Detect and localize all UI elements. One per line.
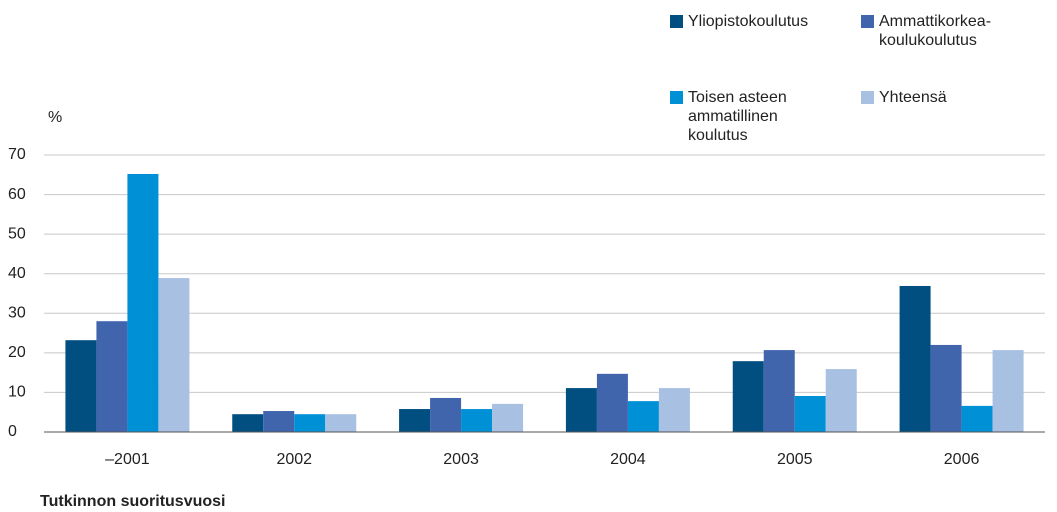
legend-item: Yliopistokoulutus <box>670 12 845 31</box>
y-tick-label: 70 <box>8 146 26 163</box>
bar <box>65 340 97 432</box>
bar <box>294 414 326 432</box>
legend-swatch <box>670 15 683 28</box>
legend-item: Yhteensä <box>861 88 1036 107</box>
bar <box>565 388 597 432</box>
x-tick-label: 2003 <box>443 451 479 468</box>
bar <box>325 414 357 432</box>
legend-label: Ammattikorkea-koulukoulutus <box>879 13 992 49</box>
legend-item: Toisen asteen ammatillinen koulutus <box>670 88 845 145</box>
y-tick-label: 30 <box>8 305 26 322</box>
x-axis-label: Tutkinnon suoritusvuosi <box>40 493 225 510</box>
legend-item: Ammattikorkea-koulukoulutus <box>861 12 1036 50</box>
legend-swatch <box>861 91 874 104</box>
bar <box>992 350 1024 432</box>
bar <box>127 173 159 432</box>
y-tick-label: 40 <box>8 265 26 282</box>
bar <box>732 361 764 432</box>
bar <box>399 409 431 432</box>
x-tick-label: 2004 <box>610 451 646 468</box>
x-tick-label: 2002 <box>276 451 312 468</box>
y-tick-label: 10 <box>8 384 26 401</box>
bar <box>158 278 190 432</box>
x-tick-label: 2005 <box>777 451 813 468</box>
bar <box>763 350 795 432</box>
y-tick-label: 50 <box>8 225 26 242</box>
legend-label: Toisen asteen ammatillinen koulutus <box>688 89 787 144</box>
bar <box>461 409 493 432</box>
bar <box>232 414 264 432</box>
bar <box>794 395 826 432</box>
legend-swatch <box>861 15 874 28</box>
legend-label: Yliopistokoulutus <box>688 13 809 30</box>
bar <box>899 285 931 432</box>
y-axis-label: % <box>48 109 62 126</box>
bar <box>825 369 857 432</box>
x-tick-label: –2001 <box>105 451 150 468</box>
bar <box>658 388 690 432</box>
legend-label: Yhteensä <box>879 89 947 106</box>
bar <box>492 403 524 432</box>
x-tick-label: 2006 <box>944 451 980 468</box>
bar <box>961 405 993 432</box>
bar <box>627 401 659 432</box>
y-tick-label: 60 <box>8 186 26 203</box>
bar <box>263 411 295 432</box>
bar <box>96 321 128 432</box>
y-tick-label: 20 <box>8 344 26 361</box>
y-tick-label: 0 <box>8 423 17 440</box>
bar <box>930 344 962 432</box>
legend-swatch <box>670 91 683 104</box>
bar <box>430 397 462 432</box>
bar <box>596 373 628 432</box>
